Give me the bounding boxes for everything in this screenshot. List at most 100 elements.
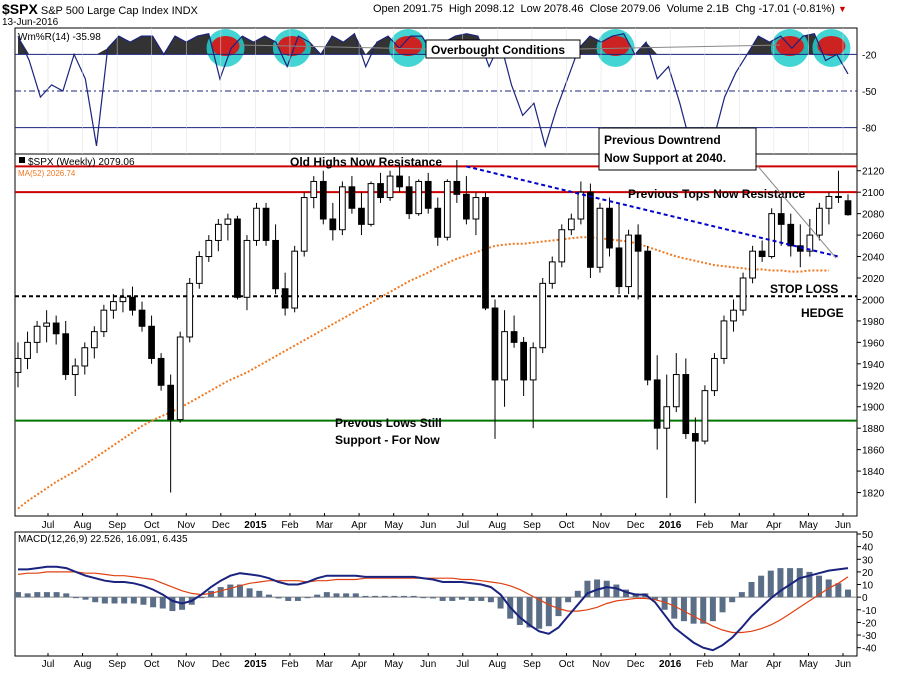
down-arrow-icon: ▼ [837,4,847,14]
macd-hist-bar [159,597,166,609]
macd-hist-bar [468,597,475,601]
candle-up [739,277,747,311]
macd-hist-bar [236,584,243,598]
month-label: Feb [281,520,299,531]
macd-hist-bar [497,597,504,609]
macd-legend: MACD(12,26,9) 22.526, 16.091, 6.435 [18,534,188,545]
prev-downtrend-label-1: Previous Downtrend [604,133,721,147]
month-label: Mar [731,520,749,531]
overbought-highlight-fill [211,36,240,56]
macd-hist-bar [478,597,485,601]
candle-up [577,191,585,220]
candle-down [148,325,155,359]
overbought-highlight-fill [601,36,630,56]
candle-up [119,296,127,303]
macd-hist-bar [806,571,813,598]
candle-up [625,234,632,288]
macd-hist-bar [536,597,543,629]
candle-down [129,296,136,311]
month-label: Aug [488,659,506,670]
macd-hist-bar [101,597,108,604]
wr-layer: -20 -50 -80 [15,29,877,149]
candle-up [768,213,776,258]
macd-hist-bar [594,579,601,598]
macd-line [18,565,849,652]
macd-hist-bar [227,584,234,598]
macd-hist-bar [362,595,369,598]
macd-tick-label: -30 [862,631,877,642]
candle-legend-icon [19,157,25,163]
symbol: $SPX [2,1,38,17]
macd-hist-bar [487,597,494,603]
month-label: Aug [74,520,92,531]
candle-up [253,207,260,241]
volume-value: 2.1B [706,3,730,15]
macd-hist-bar [72,597,79,599]
month-label: Jul [456,659,469,670]
month-label: Feb [696,520,714,531]
candle-up [90,331,98,349]
month-label: Jul [42,520,55,531]
month-label: Apr [351,520,367,531]
month-label: Oct [559,659,575,670]
low-value: 2078.46 [543,3,584,15]
month-label: Aug [74,659,92,670]
candle-down [787,223,795,247]
candle-up [224,218,232,225]
candle-down [777,213,785,225]
macd-tick-label: 50 [862,530,874,541]
candle-up [33,325,41,343]
month-label: Aug [488,520,506,531]
candle-up [291,250,299,309]
macd-hist-bar [256,590,263,598]
candle-up [548,261,556,284]
month-label: Nov [177,520,195,531]
price-tick-label: 2000 [862,295,885,306]
candle-down [272,239,279,290]
macd-hist-bar [545,597,552,627]
candle-up [214,223,222,241]
month-label: May [799,659,818,670]
month-label: Mar [731,659,749,670]
stop-loss-label: STOP LOSS [770,282,838,296]
macd-tick-label: -40 [862,644,877,655]
month-label: Nov [592,659,610,670]
macd-hist-bar [140,597,147,605]
macd-tick-label: -10 [862,606,877,617]
macd-hist-bar [767,570,774,598]
month-label: Jun [835,659,851,670]
price-tick-label: 1860 [862,446,885,457]
month-label: Oct [144,520,160,531]
month-label: May [384,520,403,531]
macd-tick-label: 10 [862,581,874,592]
month-label: 2015 [244,659,267,670]
candle-down [405,186,413,215]
overbought-pointer-left [239,44,427,50]
macd-hist-bar [439,597,446,601]
macd-hist-bar [671,597,678,619]
old-highs-label: Old Highs Now Resistance [290,155,442,169]
macd-hist-bar [738,592,745,598]
candle-down [463,193,470,220]
open-label: Open [373,3,400,15]
candle-up [596,207,604,268]
macd-hist-bar [217,587,224,598]
prev-lows-label-1: Prevous Lows Still [335,416,442,430]
candle-down [510,331,518,343]
macd-hist-bar [246,588,253,598]
wr-tick-label: -20 [862,50,877,61]
candle-up [205,239,213,258]
candle-down [634,234,642,252]
macd-hist-bar [43,592,50,598]
month-label: Jun [420,520,436,531]
candle-up [367,183,375,225]
candle-up [300,197,308,252]
candle-down [62,333,70,376]
price-tick-label: 1960 [862,338,885,349]
candle-up [243,239,251,298]
price-tick-label: 1900 [862,403,885,414]
macd-hist-bar [53,592,60,598]
macd-hist-bar [304,597,311,599]
macd-hist-bar [92,597,99,603]
